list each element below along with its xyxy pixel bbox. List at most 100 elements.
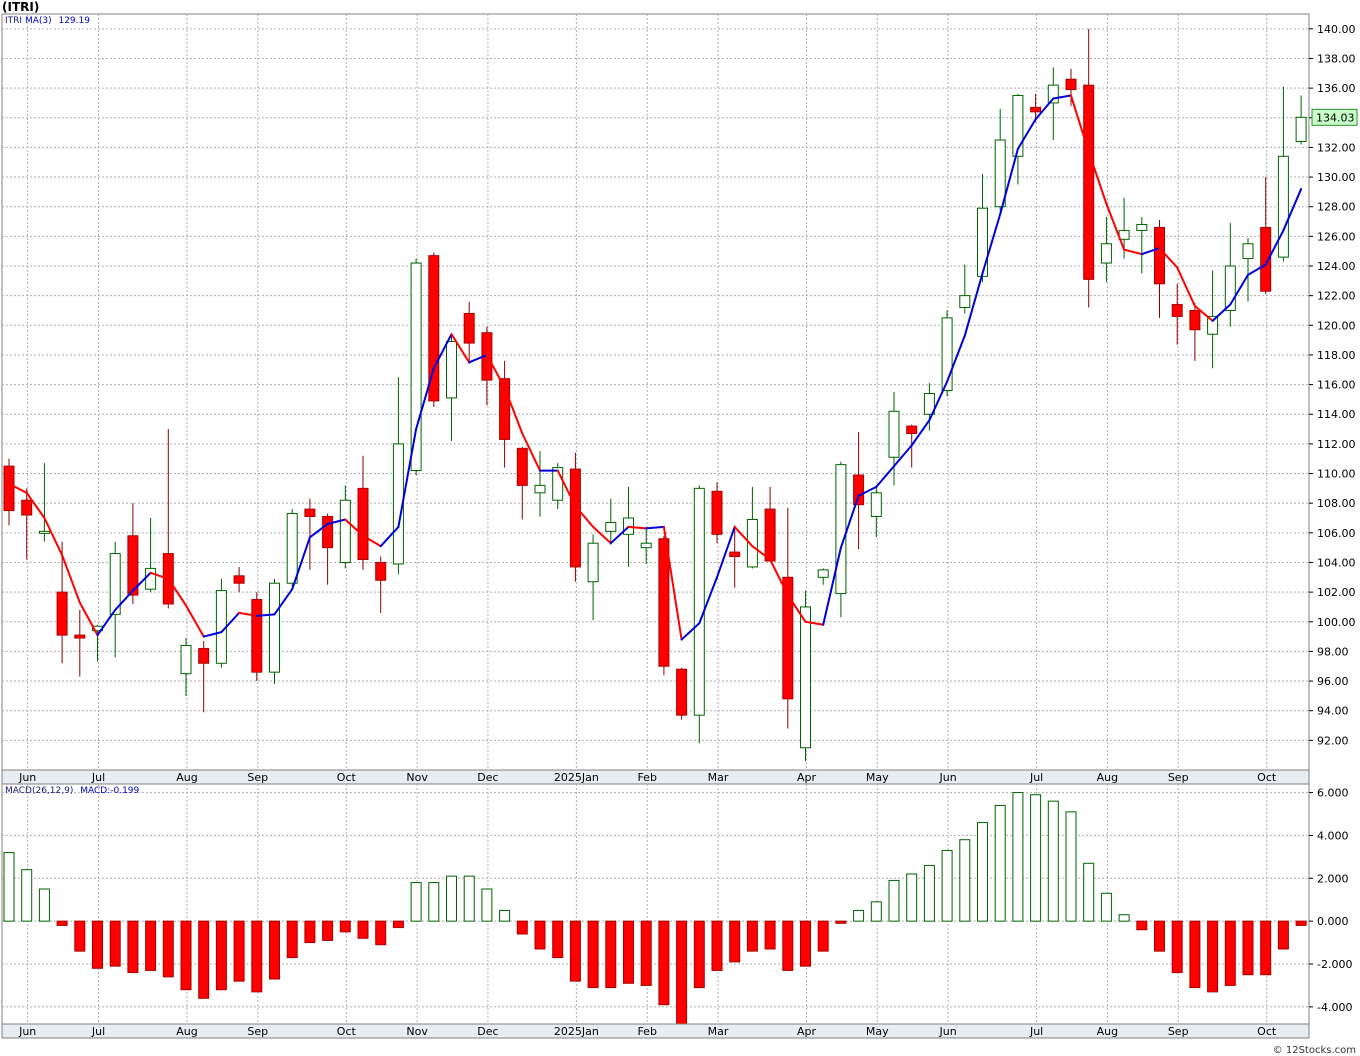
candle-down: [463, 312, 475, 344]
price-tick-label: 130.00: [1317, 171, 1356, 184]
macd-bar-negative: [764, 920, 776, 950]
price-tick-label: 116.00: [1317, 379, 1356, 392]
candle-up: [888, 410, 900, 458]
price-tick-label: 126.00: [1317, 230, 1356, 243]
macd-bar-positive: [410, 882, 422, 922]
ma3-segment: [308, 522, 329, 539]
candle-down: [1260, 226, 1272, 292]
macd-bar-negative: [251, 920, 263, 993]
price-tick-label: 112.00: [1317, 438, 1356, 451]
macd-tick-label: -4.000: [1317, 1001, 1352, 1014]
macd-bar-negative: [605, 920, 617, 989]
macd-x-axis-label: Jul: [91, 1025, 105, 1038]
x-axis-label: Aug: [1097, 771, 1118, 784]
ma3-segment: [662, 525, 683, 641]
ma3-segment: [185, 604, 205, 638]
legend-macd-label: MACD(26,12,9): [5, 786, 74, 796]
macd-bar-negative: [623, 920, 634, 984]
legend-symbol: ITRI: [5, 16, 23, 26]
candle-down: [56, 591, 68, 636]
candle-down: [906, 425, 918, 435]
ma3-segment: [114, 589, 134, 611]
candle-down: [1189, 309, 1201, 331]
macd-bar-negative: [375, 920, 387, 946]
price-tick-label: 120.00: [1317, 319, 1356, 332]
price-tick-label: 110.00: [1317, 468, 1356, 481]
ma3-segment: [1229, 273, 1249, 306]
macd-x-axis-label: 2025Jan: [554, 1025, 599, 1038]
price-tick-label: 124.00: [1317, 260, 1356, 273]
macd-tick-label: 4.000: [1317, 829, 1349, 842]
macd-bar-negative: [339, 920, 351, 933]
ma3-segment: [450, 333, 471, 364]
candle-down: [729, 551, 741, 558]
ma3-segment: [1264, 229, 1285, 266]
price-legend: ITRI MA(3) 129.19: [5, 16, 90, 26]
ma3-segment: [1193, 305, 1214, 322]
candle-up: [994, 139, 1006, 208]
candle-down: [658, 538, 670, 667]
ma3-segment: [167, 577, 187, 607]
macd-plot-area: [1, 783, 1310, 1025]
candle-up: [1295, 116, 1307, 142]
candle-down: [428, 255, 440, 402]
ma3-segment: [344, 518, 364, 537]
x-axis-label: Mar: [708, 771, 729, 784]
candle-down: [764, 508, 776, 562]
candle-down: [853, 474, 865, 506]
candle-up: [1047, 84, 1059, 104]
macd-bar-negative: [92, 920, 103, 969]
ma3-segment: [220, 611, 241, 634]
ma3-segment: [1070, 94, 1090, 153]
price-tick-label: 138.00: [1317, 52, 1356, 65]
macd-bar-positive: [1030, 794, 1042, 922]
macd-x-axis-label: Jun: [939, 1025, 957, 1038]
x-axis-label: Aug: [176, 771, 197, 784]
macd-bar-negative: [693, 920, 705, 989]
macd-bar-negative: [1136, 920, 1148, 931]
candle-up: [746, 518, 758, 568]
ma3-segment: [25, 491, 46, 519]
candle-up: [145, 567, 157, 590]
ma3-segment: [1247, 263, 1267, 276]
price-tick-label: 104.00: [1317, 556, 1356, 569]
macd-bar-negative: [357, 920, 369, 939]
ma3-segment: [804, 620, 825, 626]
x-axis-label: Oct: [337, 771, 357, 784]
macd-x-axis-label: Feb: [637, 1025, 656, 1038]
candle-up: [941, 317, 953, 392]
ma3-segment: [1052, 94, 1072, 100]
price-tick-label: 94.00: [1317, 705, 1349, 718]
ma3-segment: [61, 554, 81, 604]
candle-down: [198, 647, 210, 664]
ma3-segment: [1123, 248, 1143, 256]
ma3-segment: [1034, 97, 1055, 121]
x-axis-label: Nov: [406, 771, 428, 784]
macd-x-axis-label: Nov: [406, 1025, 428, 1038]
ma3-segment: [379, 525, 400, 548]
macd-x-axis-label: Sep: [247, 1025, 268, 1038]
ma3-segment: [1176, 266, 1196, 308]
ma3-segment: [291, 536, 311, 591]
macd-bar-negative: [835, 920, 847, 924]
candle-up: [959, 295, 971, 309]
ma3-segment: [1140, 247, 1161, 256]
macd-bar-negative: [180, 920, 192, 991]
x-axis-label: Sep: [1168, 771, 1189, 784]
macd-bar-negative: [817, 920, 829, 952]
candle-up: [410, 262, 422, 472]
ma3-segment: [733, 525, 754, 548]
macd-x-axis-label: Oct: [337, 1025, 357, 1038]
ma3-segment: [963, 272, 984, 337]
macd-bar-negative: [56, 920, 68, 926]
ma3-segment: [78, 601, 99, 637]
macd-bar-positive: [923, 864, 935, 922]
ma3-segment: [468, 353, 488, 364]
candle-up: [800, 606, 811, 749]
macd-bar-negative: [746, 920, 758, 952]
candle-down: [1030, 106, 1042, 113]
ma3-segment: [609, 525, 630, 545]
macd-bar-negative: [233, 920, 245, 982]
ma3-segment: [1211, 303, 1232, 322]
macd-bar-positive: [38, 888, 50, 922]
